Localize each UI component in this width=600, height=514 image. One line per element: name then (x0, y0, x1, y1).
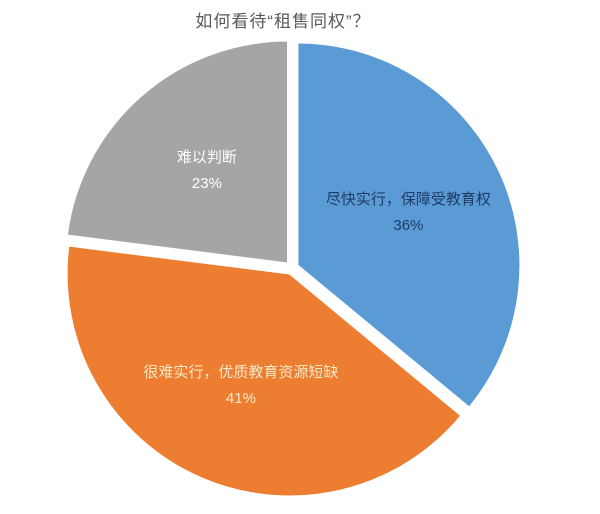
pie-slice-1 (65, 244, 463, 498)
pie-slice-2 (65, 39, 290, 265)
chart-title: 如何看待“租售同权”？ (195, 12, 371, 31)
pie-slice-0 (296, 41, 522, 409)
